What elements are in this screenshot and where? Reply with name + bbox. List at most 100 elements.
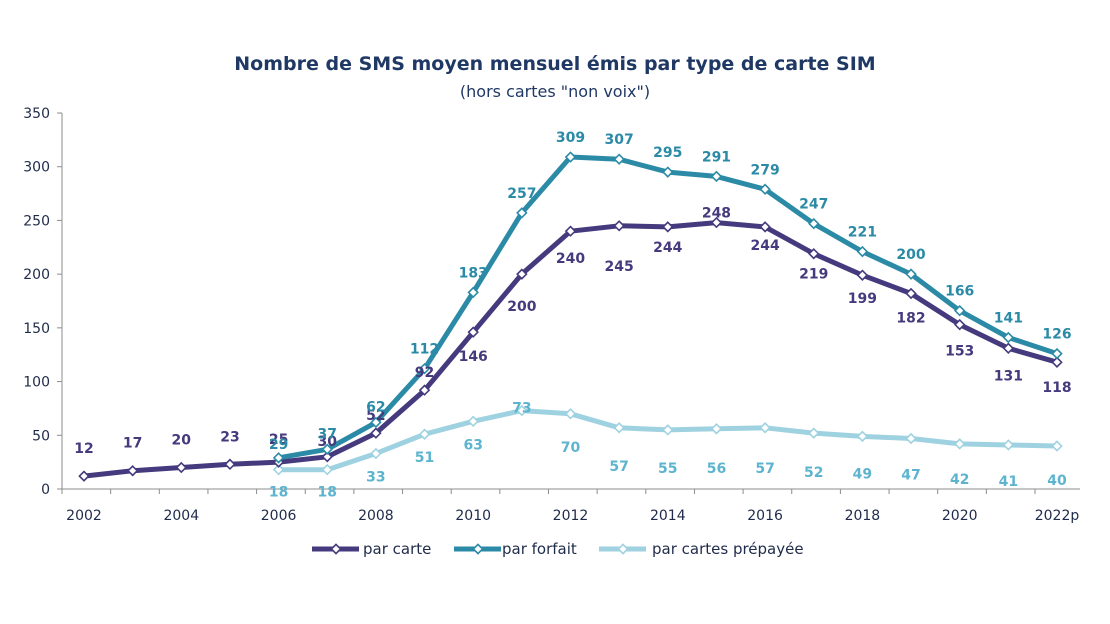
- data-label-2: 47: [901, 468, 920, 484]
- data-point-2: [662, 424, 674, 436]
- data-point-0: [224, 458, 236, 471]
- data-point-0: [78, 470, 90, 482]
- x-tick-label: 2008: [358, 508, 394, 524]
- data-label-1: 279: [750, 162, 779, 178]
- legend-marker-1: [472, 543, 484, 555]
- y-tick-label: 100: [23, 375, 50, 391]
- data-point-2: [759, 422, 771, 434]
- data-point-0: [175, 461, 188, 474]
- legend-marker-0: [330, 543, 342, 555]
- data-label-2: 41: [999, 474, 1018, 490]
- data-point-1: [905, 268, 917, 280]
- data-label-0: 30: [318, 434, 338, 450]
- y-tick-label: 0: [41, 482, 50, 498]
- x-tick-label: 2016: [747, 508, 783, 524]
- data-label-2: 70: [561, 440, 581, 456]
- data-label-1: 62: [366, 399, 385, 415]
- y-tick-label: 150: [23, 321, 50, 337]
- data-label-0: 153: [945, 344, 974, 360]
- data-label-0: 240: [556, 251, 585, 267]
- data-label-2: 63: [463, 437, 482, 453]
- data-point-0: [710, 216, 723, 229]
- data-label-0: 248: [702, 206, 731, 222]
- data-point-1: [808, 217, 820, 230]
- data-label-1: 141: [994, 311, 1023, 327]
- data-label-1: 183: [459, 265, 488, 281]
- legend-label-0: par carte: [363, 540, 431, 558]
- data-point-0: [321, 451, 333, 463]
- y-tick-label: 250: [23, 213, 50, 229]
- data-label-1: 257: [507, 186, 536, 202]
- data-point-2: [1002, 439, 1015, 451]
- data-point-2: [613, 422, 625, 434]
- x-tick-label: 2012: [553, 508, 589, 524]
- x-tick-label: 2006: [261, 508, 297, 524]
- data-point-2: [467, 415, 479, 428]
- data-point-2: [808, 427, 820, 439]
- data-point-2: [710, 423, 723, 435]
- data-label-0: 245: [605, 259, 634, 275]
- data-label-0: 244: [653, 240, 682, 256]
- legend-label-1: par forfait: [502, 540, 577, 558]
- data-point-1: [759, 183, 771, 196]
- data-label-1: 200: [896, 247, 925, 263]
- x-tick-label: 2004: [163, 508, 199, 524]
- data-point-1: [321, 443, 333, 455]
- data-point-2: [370, 447, 382, 460]
- data-label-0: 52: [366, 408, 385, 424]
- chart-title: Nombre de SMS moyen mensuel émis par typ…: [234, 53, 875, 75]
- data-label-1: 29: [269, 437, 288, 453]
- y-tick-label: 300: [23, 160, 50, 176]
- data-point-2: [905, 432, 917, 445]
- data-label-1: 37: [318, 426, 337, 442]
- chart-subtitle: (hors cartes "non voix"): [460, 82, 650, 101]
- data-label-0: 118: [1042, 380, 1071, 396]
- legend: par carte par forfait par cartes prépayée: [312, 540, 804, 558]
- data-label-0: 92: [415, 365, 434, 381]
- data-point-2: [272, 463, 285, 476]
- legend-marker-2: [617, 543, 629, 555]
- data-point-1: [953, 304, 966, 317]
- x-tick-label: 2010: [455, 508, 491, 524]
- data-label-0: 199: [848, 291, 877, 307]
- y-tick-label: 200: [23, 267, 50, 283]
- data-point-0: [1051, 356, 1063, 368]
- data-point-1: [272, 452, 285, 464]
- data-point-0: [126, 465, 139, 477]
- data-label-2: 18: [318, 485, 337, 501]
- data-point-0: [662, 221, 674, 233]
- data-label-1: 166: [945, 284, 974, 300]
- data-label-0: 219: [799, 267, 828, 283]
- data-label-0: 20: [172, 433, 192, 449]
- data-labels: 12 17 20 23 25 30 52 92 146 200 240 245 244 248 244 219…: [74, 130, 1071, 501]
- x-tick-label: 2018: [845, 508, 881, 524]
- data-point-2: [1051, 440, 1063, 452]
- data-point-1: [1051, 347, 1063, 360]
- data-label-2: 51: [415, 450, 434, 466]
- data-label-2: 40: [1047, 473, 1067, 489]
- data-label-2: 49: [853, 466, 872, 482]
- legend-label-2: par cartes prépayée: [652, 540, 804, 558]
- data-label-0: 23: [220, 429, 239, 445]
- data-point-1: [613, 153, 625, 165]
- data-label-2: 42: [950, 472, 969, 488]
- data-point-0: [808, 247, 820, 260]
- data-point-2: [953, 438, 966, 450]
- data-point-1: [856, 245, 869, 258]
- data-point-1: [564, 151, 577, 163]
- data-point-0: [613, 220, 625, 232]
- data-point-2: [516, 404, 528, 417]
- data-point-1: [467, 286, 479, 299]
- data-point-0: [516, 268, 528, 280]
- legend-item-1: par forfait: [454, 540, 577, 558]
- data-label-1: 126: [1042, 327, 1071, 343]
- data-label-0: 182: [896, 310, 925, 326]
- data-point-0: [759, 221, 771, 233]
- data-label-1: 307: [605, 132, 634, 148]
- data-point-0: [1002, 342, 1015, 355]
- x-tick-label: 2022p: [1035, 508, 1080, 524]
- y-tick-label: 50: [32, 428, 50, 444]
- data-point-1: [662, 166, 674, 178]
- data-label-2: 56: [707, 461, 726, 477]
